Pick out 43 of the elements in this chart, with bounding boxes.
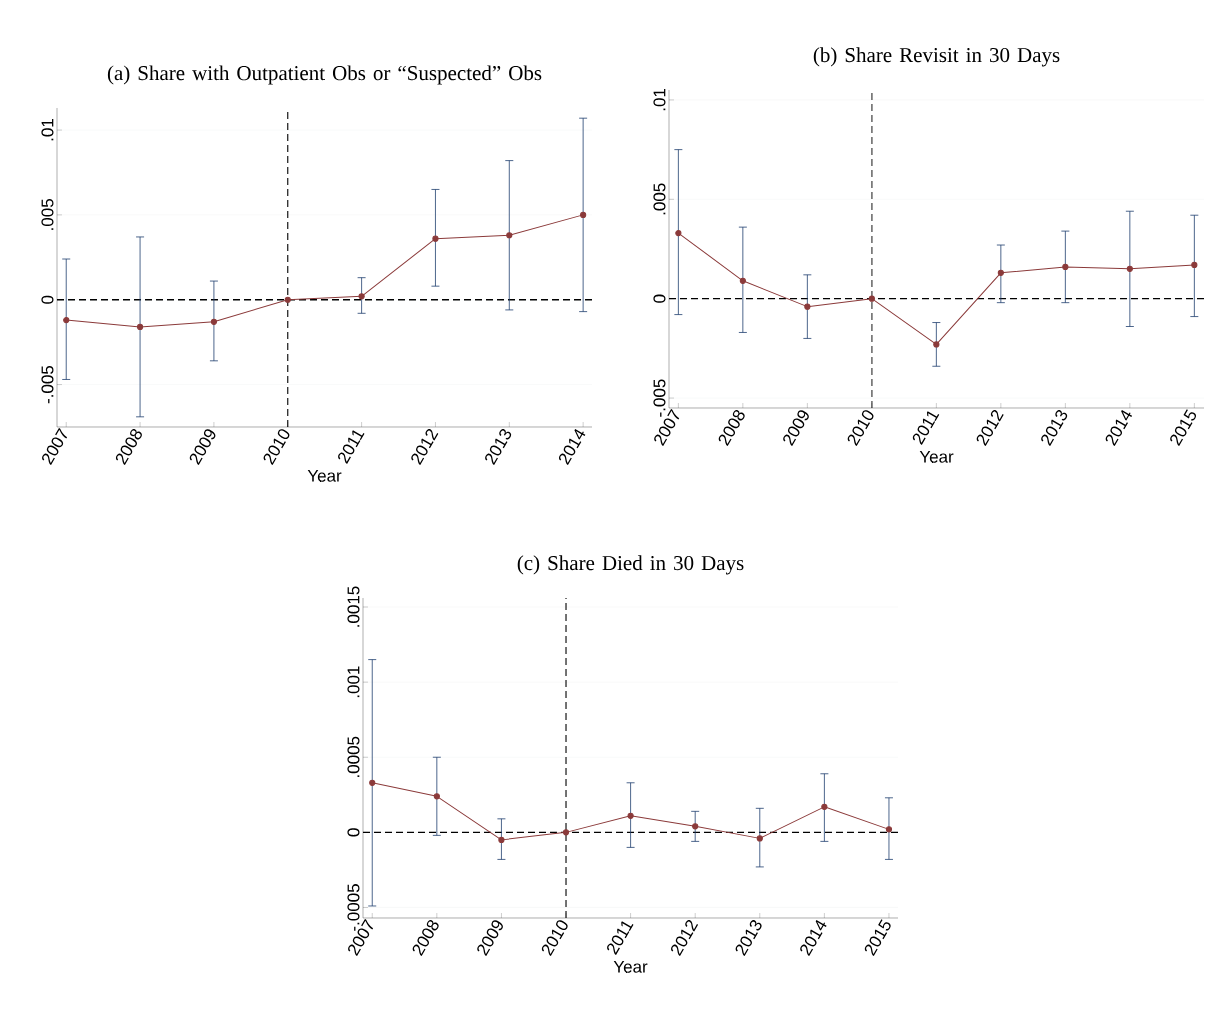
point xyxy=(1191,261,1198,268)
point xyxy=(210,318,218,325)
point xyxy=(739,277,746,284)
point xyxy=(756,835,763,842)
point xyxy=(692,823,699,830)
y-tick-label: .0005 xyxy=(347,736,360,777)
point xyxy=(997,269,1004,276)
y-tick-label: 0 xyxy=(41,295,54,304)
y-tick-label: 0 xyxy=(653,294,666,303)
point xyxy=(885,826,893,833)
point xyxy=(821,803,828,810)
point xyxy=(63,316,70,324)
y-tick-label: -.005 xyxy=(41,365,54,404)
point xyxy=(506,232,513,239)
chart-title: (a) Share with Outpatient Obs or “Suspected” Obs xyxy=(107,65,542,85)
point xyxy=(1126,265,1133,272)
point xyxy=(675,229,682,237)
y-tick-label: .005 xyxy=(653,183,666,215)
x-axis-title: Year xyxy=(307,469,342,482)
x-axis-title: Year xyxy=(613,960,648,973)
point xyxy=(432,235,439,242)
y-tick-label: .001 xyxy=(347,666,360,698)
y-tick-label: .01 xyxy=(653,88,666,111)
chart-title: (c) Share Died in 30 Days xyxy=(517,555,744,575)
y-tick-label: .005 xyxy=(41,199,54,230)
y-tick-label: .0015 xyxy=(347,586,360,627)
point xyxy=(1062,263,1069,270)
point xyxy=(369,779,376,786)
point xyxy=(433,793,440,800)
point xyxy=(498,836,505,843)
point xyxy=(627,812,634,819)
point xyxy=(804,303,811,310)
point xyxy=(933,341,940,348)
point xyxy=(868,295,875,302)
point xyxy=(136,323,144,330)
chart-title: (b) Share Revisit in 30 Days xyxy=(813,47,1060,67)
point xyxy=(358,293,365,300)
y-tick-label: .01 xyxy=(41,119,54,141)
point xyxy=(284,296,291,303)
y-tick-label: 0 xyxy=(347,828,360,837)
x-axis-title: Year xyxy=(919,450,954,463)
point xyxy=(580,211,587,218)
point xyxy=(562,829,570,836)
